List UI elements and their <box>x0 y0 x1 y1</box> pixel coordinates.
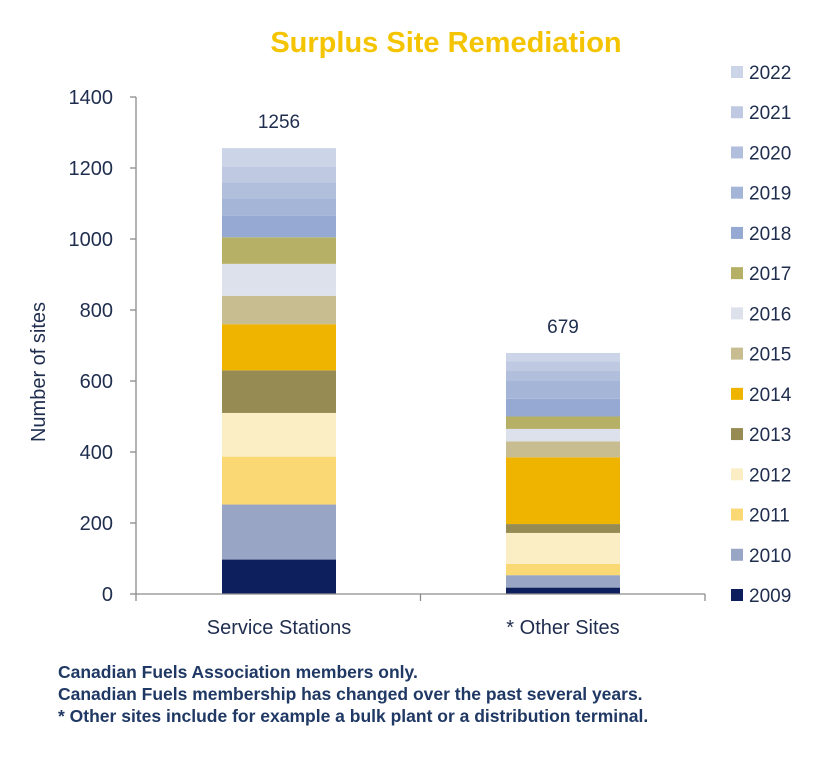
x-category-label: Service Stations <box>207 617 352 639</box>
legend-label: 2019 <box>749 184 791 205</box>
bar-total-label: 1256 <box>258 112 300 133</box>
legend-label: 2011 <box>749 506 790 527</box>
legend-label: 2010 <box>749 546 791 567</box>
y-axis: 0 200 400 600 800 1000 1200 1400 <box>69 87 137 606</box>
legend-swatch <box>731 387 743 400</box>
bar-segment-2015 <box>222 295 336 325</box>
bar-segment-2011 <box>222 456 336 505</box>
bar-segment-2009 <box>506 587 620 594</box>
footnote-other-sites: * Other sites include for example a bulk… <box>58 706 649 726</box>
y-tick-label: 800 <box>80 300 113 322</box>
bar-segment-2013 <box>506 524 620 533</box>
legend-swatch <box>731 146 743 159</box>
bar-segment-2014 <box>222 324 336 371</box>
legend-label: 2020 <box>749 143 791 164</box>
bars-group: 1256 679 <box>222 112 620 594</box>
legend-label: 2013 <box>749 425 791 446</box>
legend-swatch <box>731 267 743 280</box>
y-tick-label: 600 <box>80 371 113 393</box>
footnote-members: Canadian Fuels Association members only. <box>58 662 418 682</box>
bar-segment-2016 <box>506 428 620 442</box>
legend-item: 2018 <box>731 224 791 245</box>
legend-item: 2020 <box>731 143 791 164</box>
legend-swatch <box>731 186 743 199</box>
legend-swatch <box>731 66 743 78</box>
y-axis-label: Number of sites <box>28 302 50 442</box>
bar-segment-2012 <box>222 412 336 457</box>
legend-label: 2017 <box>749 264 791 285</box>
bar-total-label: 679 <box>547 317 579 338</box>
legend-label: 2014 <box>749 385 792 406</box>
bar-segment-2017 <box>222 237 336 264</box>
bar-segment-2018 <box>222 215 336 238</box>
y-tick-label: 400 <box>80 442 113 464</box>
bar-segment-2020 <box>506 370 620 381</box>
y-tick-label: 1000 <box>69 229 114 251</box>
legend-item: 2017 <box>731 264 791 285</box>
bar-segment-2019 <box>506 381 620 399</box>
legend-item: 2015 <box>731 345 791 366</box>
legend-swatch <box>731 589 743 601</box>
legend-item: 2010 <box>731 546 791 567</box>
legend-label: 2021 <box>749 103 791 124</box>
footnote-membership-change: Canadian Fuels membership has changed ov… <box>58 684 643 704</box>
bar-segment-2009 <box>222 559 336 594</box>
legend-swatch <box>731 508 743 521</box>
legend-label: 2012 <box>749 465 791 486</box>
x-category-label: * Other Sites <box>506 617 619 639</box>
bar-segment-2020 <box>222 182 336 199</box>
bar-segment-2010 <box>222 504 336 560</box>
legend-label: 2016 <box>749 304 791 325</box>
legend-swatch <box>731 468 743 481</box>
legend-label: 2009 <box>749 586 791 607</box>
legend-item: 2021 <box>731 103 791 124</box>
bar-segment-2016 <box>222 263 336 296</box>
bar-segment-2022 <box>222 148 336 167</box>
legend-item: 2012 <box>731 465 791 486</box>
bar-segment-2010 <box>506 575 620 588</box>
legend-label: 2015 <box>749 345 791 366</box>
legend-swatch <box>731 548 743 561</box>
legend-swatch <box>731 347 743 360</box>
legend-item: 2011 <box>731 506 790 527</box>
bar-segment-2012 <box>506 532 620 564</box>
legend-item: 2013 <box>731 425 791 446</box>
legend-label: 2022 <box>749 63 791 84</box>
bar-segment-2015 <box>506 441 620 458</box>
y-tick-label: 200 <box>80 513 113 535</box>
x-axis: Service Stations * Other Sites <box>135 593 706 639</box>
bar-segment-2011 <box>506 563 620 576</box>
bar-segment-2013 <box>222 370 336 413</box>
y-tick-label: 0 <box>102 584 113 606</box>
footnotes: Canadian Fuels Association members only.… <box>58 661 798 727</box>
y-tick-label: 1200 <box>69 158 114 180</box>
bar-segment-2014 <box>506 457 620 525</box>
legend-swatch <box>731 106 743 119</box>
legend-swatch <box>731 428 743 441</box>
legend-item: 2016 <box>731 304 791 325</box>
bar-segment-2018 <box>506 398 620 417</box>
legend-swatch <box>731 307 743 320</box>
legend: 2022 2021 2020 2019 2018 2017 2016 2015 2014 2013… <box>731 63 792 607</box>
bar-segment-2017 <box>506 416 620 429</box>
chart-title: Surplus Site Remediation <box>270 27 621 59</box>
bar-segment-2021 <box>506 361 620 371</box>
bar-segment-2019 <box>222 198 336 216</box>
legend-item: 2019 <box>731 184 791 205</box>
y-tick-label: 1400 <box>69 87 114 109</box>
legend-item: 2022 <box>731 63 791 84</box>
legend-label: 2018 <box>749 224 791 245</box>
bar-segment-2021 <box>222 166 336 183</box>
legend-item: 2014 <box>731 385 792 406</box>
bar-segment-2022 <box>506 352 620 362</box>
legend-swatch <box>731 226 743 239</box>
legend-item: 2009 <box>731 586 791 607</box>
